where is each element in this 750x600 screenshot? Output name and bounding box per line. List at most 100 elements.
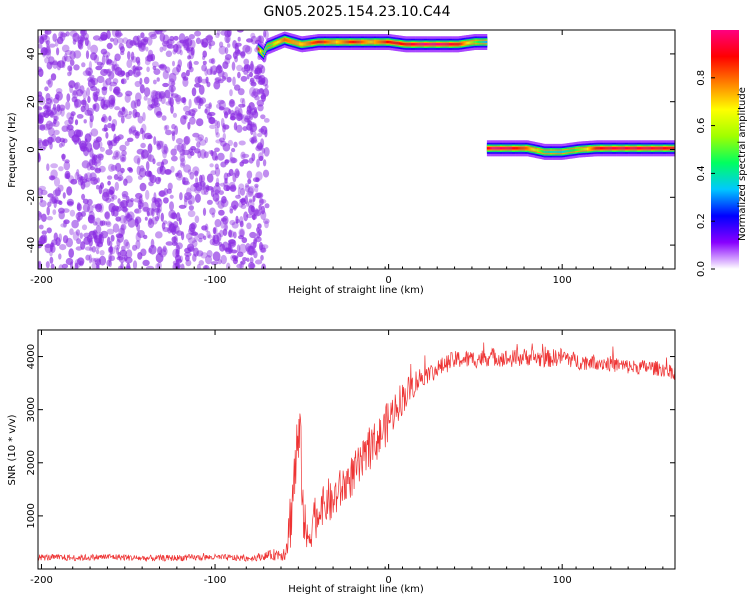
noise-blob: [121, 78, 125, 84]
noise-blob: [248, 102, 255, 111]
trace-cell: [298, 42, 300, 45]
noise-blob: [145, 161, 150, 171]
noise-blob: [92, 230, 99, 240]
noise-blob: [237, 186, 241, 197]
trace-cell: [396, 41, 398, 45]
noise-blob: [116, 238, 121, 247]
trace-cell: [668, 147, 670, 150]
noise-blob: [125, 39, 134, 49]
noise-blob: [240, 151, 246, 160]
noise-blob: [147, 143, 153, 154]
noise-blob: [178, 217, 182, 226]
noise-blob: [154, 216, 160, 222]
noise-blob: [153, 97, 159, 106]
trace-cell: [626, 147, 628, 150]
noise-blob: [62, 192, 66, 199]
trace-cell: [485, 40, 488, 44]
noise-blob: [64, 53, 68, 62]
spectrogram-content: [38, 30, 675, 269]
trace-cell: [524, 147, 526, 150]
noise-blob: [107, 180, 111, 186]
noise-blob: [153, 136, 157, 146]
trace-cell: [648, 147, 650, 150]
noise-blob: [263, 30, 267, 38]
noise-blob: [147, 152, 152, 162]
noise-blob: [187, 210, 196, 218]
trace-cell: [597, 147, 599, 150]
noise-blob: [150, 94, 155, 102]
noise-blob: [227, 230, 235, 238]
noise-blob: [88, 159, 94, 168]
trace-cell: [538, 149, 540, 152]
trace-cell: [290, 40, 292, 43]
trace-cell: [593, 147, 595, 150]
noise-blob: [234, 106, 240, 115]
noise-blob: [47, 78, 53, 88]
noise-blob: [53, 177, 61, 187]
noise-blob: [96, 96, 104, 102]
noise-blob: [83, 119, 87, 124]
y-tick-label: -40: [26, 237, 37, 253]
noise-blob: [250, 122, 257, 128]
trace-cell: [670, 147, 672, 150]
noise-blob: [123, 215, 129, 225]
noise-blob: [239, 243, 247, 254]
noise-blob: [206, 173, 214, 183]
noise-blob: [187, 169, 192, 175]
trace-cell: [471, 41, 473, 44]
trace-cell: [264, 50, 266, 53]
trace-cell: [585, 147, 588, 151]
noise-blob: [215, 132, 220, 138]
noise-blob: [93, 154, 102, 164]
noise-blob: [196, 141, 201, 148]
trace-cell: [465, 42, 467, 45]
noise-blob: [96, 153, 104, 159]
noise-blob: [147, 134, 153, 140]
noise-blob: [105, 149, 113, 156]
noise-blob: [89, 172, 97, 182]
trace-cell: [499, 147, 501, 150]
trace-cell: [303, 42, 306, 46]
noise-blob: [53, 129, 60, 136]
noise-blob: [147, 97, 151, 106]
noise-blob: [105, 188, 114, 198]
trace-cell: [372, 40, 374, 44]
trace-cell: [286, 38, 288, 42]
noise-blob: [249, 263, 256, 269]
noise-blob: [110, 99, 116, 108]
noise-blob: [85, 177, 91, 182]
trace-cell: [418, 43, 420, 46]
trace-cell: [352, 40, 354, 44]
noise-blob: [241, 237, 248, 244]
trace-cell: [629, 147, 631, 150]
noise-blob: [194, 83, 201, 88]
trace-cell: [265, 48, 267, 51]
noise-blob: [67, 124, 74, 131]
trace-cell: [349, 40, 351, 44]
trace-cell: [509, 147, 512, 150]
noise-blob: [256, 158, 260, 168]
noise-blob: [187, 55, 192, 60]
trace-cell: [337, 40, 339, 44]
trace-cell: [319, 40, 321, 44]
noise-blob: [98, 255, 107, 266]
trace-cell: [527, 147, 529, 150]
noise-blob: [107, 175, 113, 180]
noise-blob: [179, 49, 183, 56]
noise-blob: [40, 189, 48, 196]
noise-blob: [124, 256, 133, 264]
trace-cell: [605, 147, 608, 150]
noise-blob: [99, 250, 105, 256]
trace-cell: [297, 42, 299, 45]
trace-cell: [610, 147, 613, 150]
noise-blob: [148, 49, 153, 57]
noise-blob: [143, 36, 149, 43]
trace-cell: [558, 150, 561, 154]
noise-blob: [38, 96, 46, 106]
noise-blob: [158, 93, 163, 102]
noise-blob: [191, 87, 197, 97]
trace-cell: [448, 43, 450, 46]
trace-cell: [343, 40, 345, 44]
trace-cell: [283, 38, 286, 41]
noise-blob: [210, 187, 214, 193]
